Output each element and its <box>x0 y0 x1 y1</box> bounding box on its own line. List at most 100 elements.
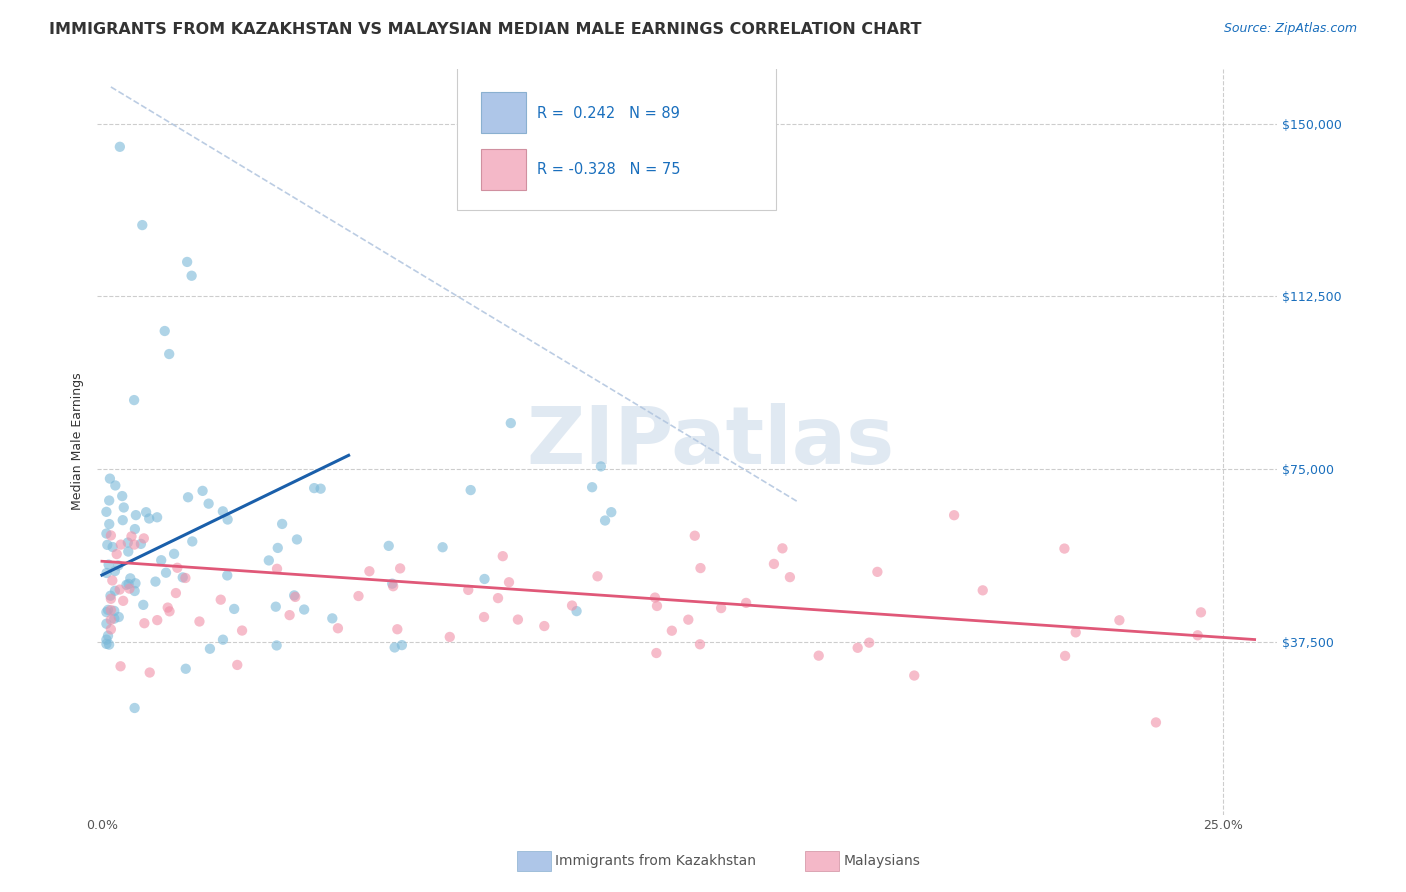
Point <box>285 533 308 547</box>
Point <box>96 526 118 541</box>
Point <box>382 579 405 593</box>
Point <box>474 572 496 586</box>
Point <box>107 558 129 573</box>
Point <box>581 480 603 494</box>
Point <box>309 482 332 496</box>
Point <box>807 648 830 663</box>
Point <box>138 665 160 680</box>
Point <box>561 599 583 613</box>
Text: Immigrants from Kazakhstan: Immigrants from Kazakhstan <box>555 854 756 868</box>
Point <box>226 657 249 672</box>
Point <box>1144 715 1167 730</box>
Point <box>846 640 869 655</box>
Bar <box>481 93 526 134</box>
Point <box>100 528 122 542</box>
Point <box>678 613 700 627</box>
Point <box>284 590 307 604</box>
Point <box>645 599 668 613</box>
Point <box>1064 625 1087 640</box>
Point <box>600 505 623 519</box>
Point <box>145 574 167 589</box>
Point <box>115 578 138 592</box>
Point <box>96 632 118 647</box>
Point <box>661 624 683 638</box>
Point <box>117 577 139 591</box>
Point <box>124 584 146 599</box>
Point <box>198 641 221 656</box>
Point <box>96 566 118 580</box>
Point <box>439 630 461 644</box>
Point <box>278 608 301 623</box>
Point <box>134 616 156 631</box>
Point <box>212 632 235 647</box>
Point <box>384 640 406 655</box>
Point <box>492 549 515 564</box>
Point <box>683 529 706 543</box>
Point <box>972 583 994 598</box>
Point <box>108 582 131 597</box>
Point <box>97 629 120 643</box>
Point <box>645 646 668 660</box>
Point <box>302 481 325 495</box>
Point <box>104 478 127 492</box>
Point <box>104 583 127 598</box>
Point <box>212 504 235 518</box>
Point <box>589 459 612 474</box>
Point <box>217 512 239 526</box>
Point <box>174 662 197 676</box>
Point <box>129 537 152 551</box>
Point <box>110 659 132 673</box>
Point <box>98 638 121 652</box>
Point <box>100 623 122 637</box>
Point <box>117 544 139 558</box>
Point <box>131 218 153 232</box>
Point <box>347 589 370 603</box>
Point <box>231 624 253 638</box>
Point <box>689 561 711 575</box>
Point <box>506 613 529 627</box>
Point <box>377 539 399 553</box>
Point <box>177 490 200 504</box>
Point <box>191 483 214 498</box>
Point <box>96 637 118 651</box>
Point <box>96 505 118 519</box>
Point <box>132 598 155 612</box>
Point <box>292 602 315 616</box>
Point <box>97 603 120 617</box>
Point <box>96 538 118 552</box>
Point <box>103 612 125 626</box>
Point <box>1187 628 1209 642</box>
Point <box>176 255 198 269</box>
Text: R = -0.328   N = 75: R = -0.328 N = 75 <box>537 161 681 177</box>
Point <box>499 416 522 430</box>
Point <box>135 505 157 519</box>
Point <box>586 569 609 583</box>
Point <box>163 547 186 561</box>
Point <box>165 586 187 600</box>
Point <box>96 605 118 619</box>
Point <box>264 599 287 614</box>
Point <box>124 701 146 715</box>
Point <box>153 324 176 338</box>
Point <box>120 571 142 585</box>
Point <box>150 553 173 567</box>
Point <box>689 637 711 651</box>
Text: IMMIGRANTS FROM KAZAKHSTAN VS MALAYSIAN MEDIAN MALE EARNINGS CORRELATION CHART: IMMIGRANTS FROM KAZAKHSTAN VS MALAYSIAN … <box>49 22 922 37</box>
FancyBboxPatch shape <box>457 65 776 211</box>
Point <box>486 591 509 606</box>
Point <box>593 514 616 528</box>
Point <box>565 604 588 618</box>
Point <box>224 602 246 616</box>
Point <box>156 600 179 615</box>
Point <box>1108 613 1130 627</box>
Point <box>124 576 146 591</box>
Point <box>125 508 148 522</box>
Point <box>1189 605 1212 619</box>
Point <box>321 611 343 625</box>
Point <box>124 538 146 552</box>
Point <box>644 591 666 605</box>
Point <box>172 570 194 584</box>
Point <box>460 483 482 497</box>
Point <box>188 615 211 629</box>
Point <box>266 639 288 653</box>
